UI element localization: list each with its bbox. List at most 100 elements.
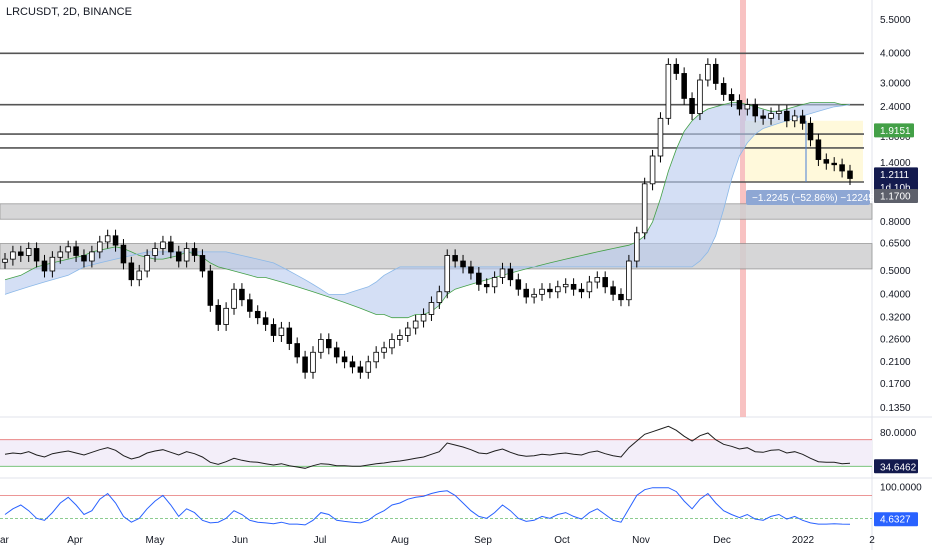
- candle-body: [2, 258, 8, 263]
- candle-body: [191, 248, 198, 256]
- x-tick-label: Nov: [632, 535, 650, 546]
- x-tick-label: ar: [0, 535, 10, 546]
- candle-body: [547, 288, 553, 293]
- candle-body: [539, 288, 545, 295]
- candle-body: [223, 307, 229, 325]
- candle-body: [199, 255, 206, 272]
- candle-body: [523, 288, 529, 298]
- price-tick-label: 2.4000: [880, 102, 911, 113]
- candle-body: [89, 251, 95, 262]
- candle-body: [373, 351, 379, 363]
- candle-body: [815, 139, 822, 160]
- level-badge-green-bg: [874, 123, 914, 138]
- candle-body: [81, 255, 87, 262]
- candle-body: [791, 115, 798, 122]
- candle-body: [602, 277, 608, 288]
- candle-body: [460, 260, 466, 268]
- candle-body: [491, 277, 498, 288]
- candle-body: [839, 164, 845, 172]
- candle-body: [302, 356, 308, 373]
- level-badge-gray: 1.1700: [880, 192, 911, 203]
- candle-body: [254, 310, 261, 319]
- x-tick-label: May: [146, 535, 165, 546]
- price-tick-label: 5.5000: [880, 15, 911, 26]
- candle-body: [18, 251, 24, 256]
- candle-body: [784, 110, 790, 122]
- candle-body: [610, 286, 616, 295]
- candle-body: [318, 339, 324, 353]
- candle-body: [412, 320, 419, 329]
- price-tick-label: 0.1700: [880, 379, 911, 390]
- symbol-title: LRCUSDT, 2D, BINANCE: [6, 6, 132, 18]
- price-tick-label: 0.2100: [880, 357, 911, 368]
- candle-body: [49, 256, 56, 272]
- price-tick-label: 0.2600: [880, 334, 911, 345]
- x-tick-label: Jul: [314, 535, 327, 546]
- x-tick-label: 2022: [792, 535, 815, 546]
- countdown-badge: 1d 10h: [880, 183, 911, 194]
- support-zone: [0, 203, 873, 220]
- candle-body: [428, 302, 435, 315]
- candle-body: [531, 293, 537, 298]
- candle-body: [720, 83, 727, 95]
- candle-body: [120, 244, 127, 264]
- ichimoku-cloud: [5, 102, 850, 318]
- candle-body: [104, 235, 111, 243]
- current-price-badge: 1.2111: [880, 170, 910, 181]
- price-tick-label: 0.4000: [880, 289, 911, 300]
- stoch-series-line: [4, 487, 851, 526]
- candle-body: [389, 339, 395, 349]
- candle-body: [452, 255, 458, 262]
- candle-body: [73, 246, 79, 256]
- candle-body: [96, 241, 103, 253]
- x-tick-label: Apr: [67, 535, 83, 546]
- candle-body: [562, 283, 569, 288]
- candle-body: [515, 279, 522, 290]
- ichimoku-span-b: [4, 104, 851, 295]
- candle-body: [25, 248, 32, 256]
- candle-body: [333, 347, 340, 358]
- candle-body: [239, 288, 245, 301]
- measure-zone: [745, 120, 863, 183]
- x-tick-label: 2: [869, 535, 875, 546]
- candle-body: [341, 356, 348, 363]
- candle-body: [626, 260, 632, 301]
- candle-body: [160, 241, 166, 249]
- price-tick-label: 0.6500: [880, 239, 911, 250]
- candle-body: [760, 115, 766, 119]
- candle-body: [152, 248, 158, 256]
- price-tick-label: 4.0000: [880, 48, 911, 59]
- candle-body: [207, 270, 214, 306]
- candle-body: [215, 304, 221, 325]
- candle-body: [136, 270, 143, 281]
- candle-body: [286, 327, 293, 344]
- candle-body: [705, 63, 711, 81]
- candle-body: [278, 327, 285, 336]
- candle-body: [618, 293, 624, 301]
- candle-body: [65, 246, 71, 253]
- candle-body: [57, 251, 64, 258]
- candle-body: [270, 324, 277, 336]
- candle-body: [594, 277, 601, 283]
- candle-body: [33, 248, 40, 262]
- candle-body: [744, 104, 751, 110]
- rsi-series-line: [4, 425, 851, 469]
- candle-body: [555, 286, 561, 293]
- candle-body: [799, 115, 806, 124]
- candle-body: [681, 73, 687, 99]
- candle-body: [183, 248, 190, 262]
- level-badge-green: 1.9151: [880, 126, 911, 137]
- candle-body: [673, 63, 680, 74]
- candle-body: [247, 299, 253, 312]
- candle-body: [483, 283, 490, 288]
- candle-body: [649, 155, 656, 185]
- price-tick-label: 3.0000: [880, 78, 911, 89]
- level-badge-gray-bg: [874, 189, 918, 204]
- candle-body: [294, 343, 300, 358]
- candle-body: [41, 260, 48, 272]
- candle-body: [697, 79, 703, 114]
- x-tick-label: Dec: [713, 535, 731, 546]
- rsi-current-label: 34.6462: [880, 462, 917, 473]
- candle-body: [436, 291, 443, 303]
